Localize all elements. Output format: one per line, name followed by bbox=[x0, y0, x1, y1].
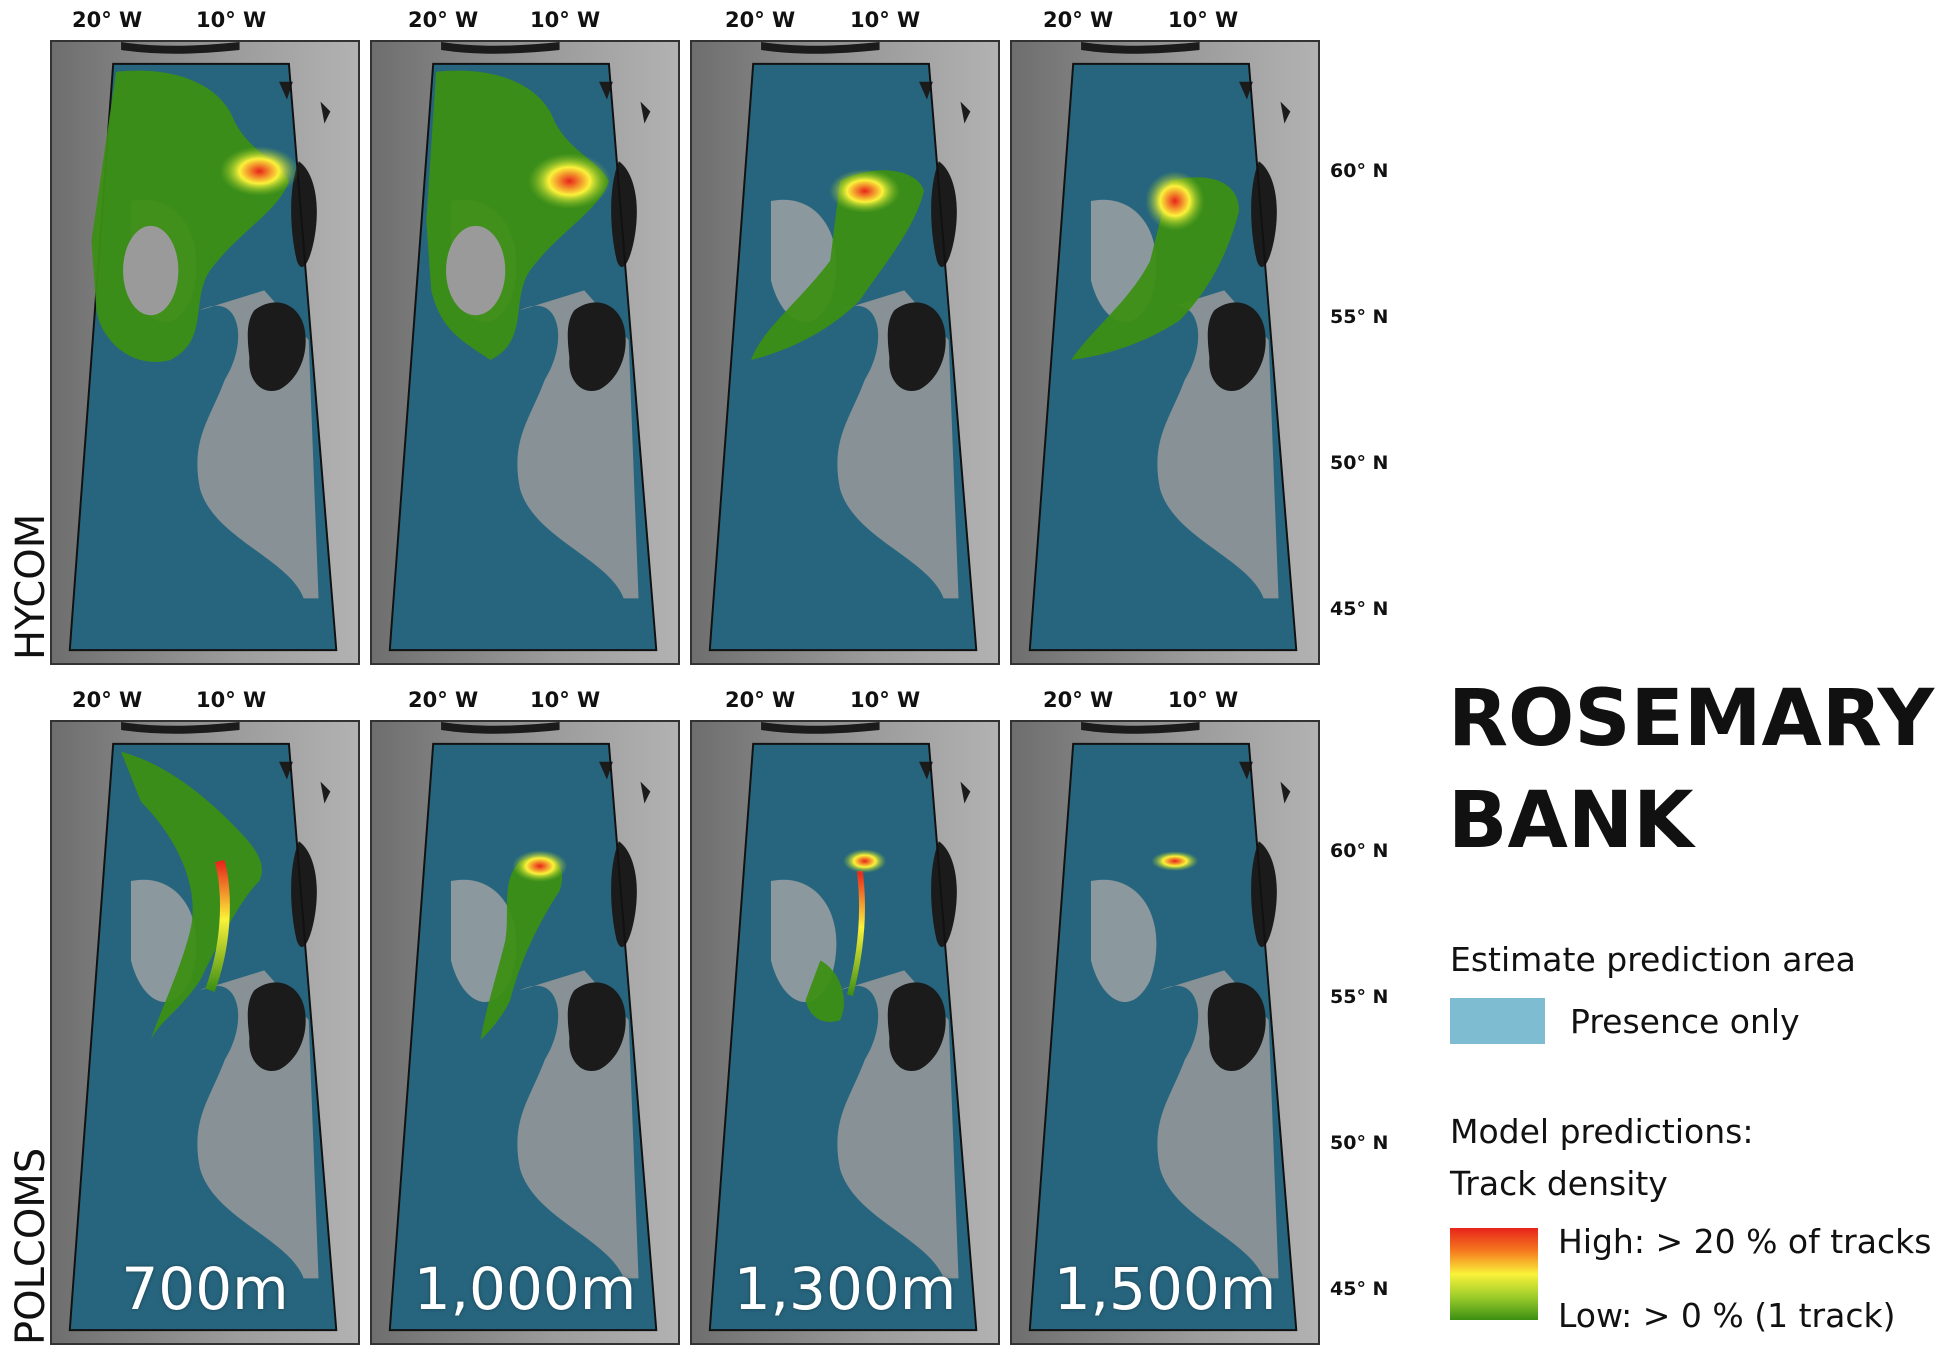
map-graphic bbox=[52, 722, 358, 1343]
lon-label-10w: 10° W bbox=[530, 688, 601, 712]
lon-label-10w: 10° W bbox=[196, 8, 267, 32]
map-graphic bbox=[692, 722, 998, 1343]
map-panel-hycom-1500m bbox=[1010, 40, 1320, 665]
map-graphic bbox=[372, 722, 678, 1343]
lon-label-20w: 20° W bbox=[72, 8, 143, 32]
depth-label-1300m: 1,300m bbox=[733, 1255, 957, 1323]
legend-track-density: Track density bbox=[1450, 1164, 1668, 1203]
lon-label-10w: 10° W bbox=[530, 8, 601, 32]
map-panel-polcoms-1000m: 1,000m bbox=[370, 720, 680, 1345]
map-panel-polcoms-1500m: 1,500m bbox=[1010, 720, 1320, 1345]
legend-low-label: Low: > 0 % (1 track) bbox=[1558, 1296, 1896, 1335]
lat-label-55n: 55° N bbox=[1330, 986, 1389, 1008]
lat-label-50n: 50° N bbox=[1330, 1132, 1389, 1154]
lon-label-20w: 20° W bbox=[408, 8, 479, 32]
lon-label-20w: 20° W bbox=[1043, 688, 1114, 712]
map-panel-hycom-1000m bbox=[370, 40, 680, 665]
lon-label-10w: 10° W bbox=[1168, 8, 1239, 32]
legend-estimate-heading: Estimate prediction area bbox=[1450, 940, 1856, 979]
presence-swatch bbox=[1450, 998, 1545, 1044]
lon-label-10w: 10° W bbox=[850, 688, 921, 712]
lat-label-50n: 50° N bbox=[1330, 452, 1389, 474]
row-label-polcoms: POLCOMS bbox=[8, 1147, 54, 1345]
lon-label-10w: 10° W bbox=[196, 688, 267, 712]
map-graphic bbox=[692, 42, 998, 663]
lon-label-20w: 20° W bbox=[725, 8, 796, 32]
legend-high-label: High: > 20 % of tracks bbox=[1558, 1222, 1932, 1261]
lat-label-55n: 55° N bbox=[1330, 306, 1389, 328]
depth-label-1500m: 1,500m bbox=[1053, 1255, 1277, 1323]
lat-label-60n: 60° N bbox=[1330, 840, 1389, 862]
legend-presence-label: Presence only bbox=[1570, 1002, 1800, 1041]
legend-model-heading: Model predictions: bbox=[1450, 1112, 1754, 1151]
map-panel-hycom-1300m bbox=[690, 40, 1000, 665]
map-graphic bbox=[1012, 722, 1318, 1343]
lon-label-20w: 20° W bbox=[1043, 8, 1114, 32]
density-gradient-bar bbox=[1450, 1228, 1538, 1320]
lon-label-10w: 10° W bbox=[850, 8, 921, 32]
map-graphic bbox=[372, 42, 678, 663]
map-graphic bbox=[52, 42, 358, 663]
legend-title-line1: ROSEMARY bbox=[1448, 674, 1935, 764]
map-panel-hycom-700m bbox=[50, 40, 360, 665]
lon-label-20w: 20° W bbox=[408, 688, 479, 712]
map-panel-polcoms-1300m: 1,300m bbox=[690, 720, 1000, 1345]
map-graphic bbox=[1012, 42, 1318, 663]
lon-label-20w: 20° W bbox=[72, 688, 143, 712]
map-panel-polcoms-700m: 700m bbox=[50, 720, 360, 1345]
depth-label-700m: 700m bbox=[121, 1255, 289, 1323]
depth-label-1000m: 1,000m bbox=[413, 1255, 637, 1323]
legend-title-line2: BANK bbox=[1448, 776, 1694, 866]
lon-label-20w: 20° W bbox=[725, 688, 796, 712]
lat-label-60n: 60° N bbox=[1330, 160, 1389, 182]
row-label-hycom: HYCOM bbox=[8, 513, 54, 660]
lat-label-45n: 45° N bbox=[1330, 1278, 1389, 1300]
legend-title: ROSEMARY BANK bbox=[1448, 668, 1935, 872]
lon-label-10w: 10° W bbox=[1168, 688, 1239, 712]
lat-label-45n: 45° N bbox=[1330, 598, 1389, 620]
